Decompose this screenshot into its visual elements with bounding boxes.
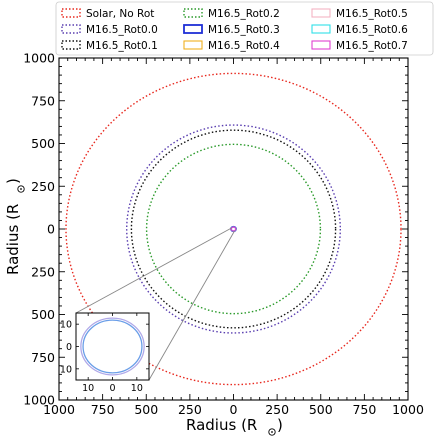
inset-connector-line bbox=[148, 230, 235, 381]
x-tick-label: 750 bbox=[91, 402, 115, 417]
x-tick-label: 1000 bbox=[392, 402, 424, 417]
x-tick-label: 1000 bbox=[43, 402, 75, 417]
svg-text:Solar, No Rot: Solar, No Rot bbox=[86, 8, 154, 20]
svg-text:M16.5_Rot0.7: M16.5_Rot0.7 bbox=[336, 40, 408, 52]
x-axis-label: Radius (R) bbox=[186, 416, 283, 436]
x-tick-label: 750 bbox=[352, 402, 376, 417]
y-tick-label: 250 bbox=[31, 179, 55, 194]
series-m16-5-rot0-0-curve bbox=[126, 124, 341, 334]
series-m16-5-rot0-2-curve bbox=[145, 143, 322, 315]
inset-curve bbox=[82, 319, 143, 374]
legend-item-m16-5-rot0-5: M16.5_Rot0.5 bbox=[311, 8, 408, 20]
legend-item-m16-5-rot0-6: M16.5_Rot0.6 bbox=[311, 24, 408, 36]
series-solar-no-rot-curve bbox=[65, 72, 402, 386]
svg-text:M16.5_Rot0.1: M16.5_Rot0.1 bbox=[86, 40, 158, 52]
legend-item-m16-5-rot0-1: M16.5_Rot0.1 bbox=[61, 40, 158, 52]
y-tick-label: 250 bbox=[31, 264, 55, 279]
x-tick-label: 250 bbox=[178, 402, 202, 417]
svg-text:M16.5_Rot0.6: M16.5_Rot0.6 bbox=[336, 24, 408, 36]
y-tick-label: 1000 bbox=[23, 393, 55, 408]
svg-text:Radius (R: Radius (R bbox=[4, 204, 22, 275]
legend: Solar, No Rot M16.5_Rot0.0 M16.5_Rot0.1 M16… bbox=[55, 1, 434, 56]
y-tick-label: 750 bbox=[31, 350, 55, 365]
inset-frame bbox=[75, 312, 150, 381]
inset-y-tick-label: 10 bbox=[60, 320, 72, 331]
series-m16-5-rot0-7-curve bbox=[230, 226, 237, 232]
main-plot-area bbox=[65, 72, 402, 386]
inset-curve bbox=[80, 317, 145, 376]
series-m16-5-rot0-1-curve bbox=[130, 129, 337, 329]
inset-x-tick-label: 10 bbox=[82, 383, 94, 394]
x-tick-label: 500 bbox=[309, 402, 333, 417]
svg-text:M16.5_Rot0.0: M16.5_Rot0.0 bbox=[86, 24, 158, 36]
y-tick-label: 750 bbox=[31, 93, 55, 108]
svg-text:M16.5_Rot0.3: M16.5_Rot0.3 bbox=[208, 24, 280, 36]
y-tick-label: 1000 bbox=[23, 51, 55, 66]
svg-text:Radius (R: Radius (R bbox=[186, 416, 257, 434]
legend-box bbox=[55, 1, 434, 56]
axes: 1000 750 500 250 0 250 500 750 10001000750500250… bbox=[4, 51, 424, 436]
svg-text:M16.5_Rot0.2: M16.5_Rot0.2 bbox=[208, 8, 280, 20]
x-tick-label: 500 bbox=[134, 402, 158, 417]
legend-item-m16-5-rot0-7: M16.5_Rot0.7 bbox=[311, 40, 408, 52]
legend-item-solar-no-rot: Solar, No Rot bbox=[61, 8, 154, 20]
legend-item-m16-5-rot0-3: M16.5_Rot0.3 bbox=[183, 24, 280, 36]
inset-connector-lines bbox=[75, 227, 235, 381]
y-tick-label: 500 bbox=[31, 307, 55, 322]
inset-connector-line bbox=[75, 227, 232, 314]
x-tick-label: 0 bbox=[230, 402, 238, 417]
inset-x-tick-label: 10 bbox=[131, 383, 143, 394]
legend-item-m16-5-rot0-0: M16.5_Rot0.0 bbox=[61, 24, 158, 36]
y-tick-label: 500 bbox=[31, 136, 55, 151]
inset-plot: 10 0 10 10 0 10 bbox=[60, 312, 150, 394]
y-axis-label: Radius (R) bbox=[4, 178, 25, 275]
inset-y-tick-label: 0 bbox=[66, 342, 72, 353]
svg-text:M16.5_Rot0.4: M16.5_Rot0.4 bbox=[208, 40, 280, 52]
svg-text:): ) bbox=[4, 178, 22, 184]
y-tick-label: 0 bbox=[47, 222, 55, 237]
x-tick-label: 250 bbox=[265, 402, 289, 417]
legend-item-m16-5-rot0-2: M16.5_Rot0.2 bbox=[183, 8, 280, 20]
inset-y-tick-label: 10 bbox=[60, 364, 72, 375]
svg-text:M16.5_Rot0.5: M16.5_Rot0.5 bbox=[336, 8, 408, 20]
inset-x-tick-label: 0 bbox=[109, 383, 115, 394]
svg-text:): ) bbox=[277, 416, 283, 434]
legend-item-m16-5-rot0-4: M16.5_Rot0.4 bbox=[183, 40, 280, 52]
